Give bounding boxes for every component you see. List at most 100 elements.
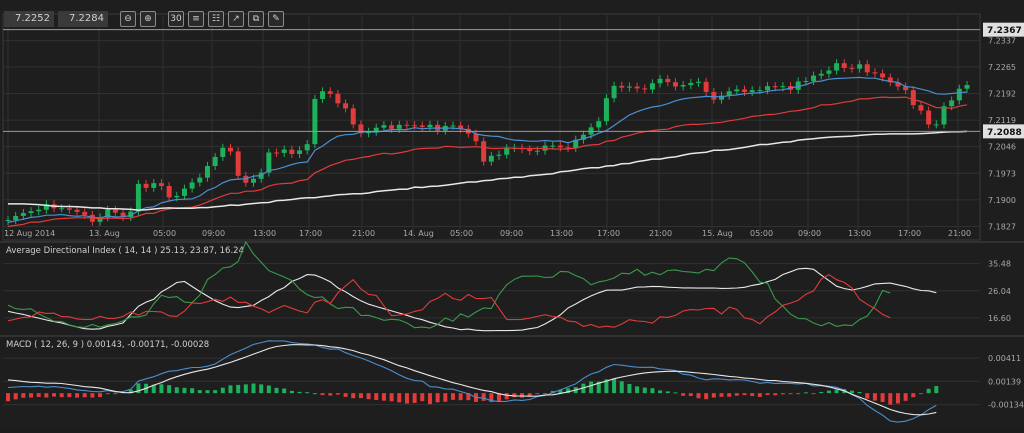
- macd-histogram-bar: [826, 390, 831, 394]
- candle-body: [235, 151, 241, 176]
- macd-histogram-bar: [535, 393, 540, 395]
- candle-body: [619, 85, 625, 88]
- candle-body: [189, 182, 195, 189]
- candle-body: [657, 78, 663, 84]
- x-tick-label: 13:00: [253, 229, 276, 238]
- candle-body: [550, 145, 556, 147]
- candle-body: [251, 178, 257, 183]
- macd-histogram-bar: [834, 389, 839, 394]
- y-tick-label: 35.48: [988, 260, 1011, 269]
- price-pane: [2, 13, 981, 241]
- y-tick-label: 7.2046: [988, 143, 1016, 152]
- candle-body: [366, 131, 372, 134]
- macd-histogram-bar: [105, 393, 110, 395]
- price-badge-label: 7.2367: [987, 26, 1022, 36]
- candle-body: [212, 156, 218, 167]
- x-tick-label: 05:00: [153, 229, 176, 238]
- pencil-icon[interactable]: ✎: [268, 11, 284, 27]
- macd-histogram-bar: [82, 393, 87, 398]
- macd-histogram-bar: [619, 381, 624, 394]
- x-tick-label: 21:00: [948, 229, 971, 238]
- macd-histogram-bar: [67, 393, 72, 398]
- macd-histogram-bar: [98, 393, 103, 398]
- macd-histogram-bar: [796, 393, 801, 395]
- macd-histogram-bar: [282, 388, 287, 394]
- x-tick-label: 15. Aug: [702, 229, 733, 238]
- x-tick-label: 13:00: [550, 229, 573, 238]
- candle-body: [151, 183, 157, 188]
- candle-body: [59, 208, 65, 210]
- candle-body: [887, 77, 893, 83]
- macd-histogram-bar: [903, 393, 908, 401]
- drawing-icon[interactable]: ↗: [228, 11, 244, 27]
- macd-histogram-bar: [381, 393, 386, 401]
- macd-histogram-bar: [489, 393, 494, 403]
- macd-histogram-bar: [404, 393, 409, 404]
- candle-body: [573, 139, 579, 149]
- candle-body: [358, 124, 364, 134]
- macd-histogram-bar: [466, 393, 471, 401]
- candle-body: [849, 67, 855, 69]
- candle-body: [158, 183, 164, 187]
- macd-histogram-bar: [197, 390, 202, 394]
- candle-body: [473, 133, 479, 142]
- candle-body: [166, 186, 172, 198]
- objects-icon[interactable]: ☷: [208, 11, 224, 27]
- candle-body: [772, 86, 778, 88]
- macd-histogram-bar: [167, 385, 172, 394]
- candle-body: [926, 110, 932, 125]
- macd-histogram-bar: [351, 393, 356, 399]
- zoom-in-icon[interactable]: ⊕: [140, 11, 156, 27]
- ask-price: 7.2284: [58, 11, 108, 27]
- macd-histogram-bar: [635, 386, 640, 394]
- macd-histogram-bar: [458, 393, 463, 401]
- indicators-icon[interactable]: ≡: [188, 11, 204, 27]
- macd-histogram-bar: [819, 391, 824, 394]
- macd-histogram-bar: [397, 393, 402, 403]
- candle-body: [174, 195, 180, 198]
- macd-histogram-bar: [865, 393, 870, 399]
- macd-histogram-bar: [895, 393, 900, 404]
- macd-histogram-bar: [481, 393, 486, 401]
- candle-body: [350, 108, 356, 125]
- candle-body: [504, 148, 510, 155]
- candle-body: [780, 86, 786, 88]
- x-tick-label: 13. Aug: [89, 229, 120, 238]
- candle-body: [28, 211, 34, 214]
- y-tick-label: 7.2192: [988, 89, 1016, 98]
- macd-line: [7, 340, 937, 423]
- candle-body: [450, 125, 456, 127]
- candle-body: [404, 124, 410, 126]
- candle-body: [872, 72, 878, 74]
- macd-histogram-bar: [75, 393, 80, 398]
- x-tick-label: 09:00: [202, 229, 225, 238]
- macd-histogram-bar: [44, 393, 49, 398]
- candle-body: [818, 73, 824, 76]
- candle-body: [642, 88, 648, 90]
- candle-body: [373, 127, 379, 132]
- candle-body: [496, 154, 502, 156]
- candle-body: [74, 209, 80, 212]
- price-badge: [983, 124, 1024, 139]
- macd-histogram-bar: [765, 393, 770, 395]
- candle-body: [427, 124, 433, 127]
- candle-body: [826, 70, 832, 74]
- macd-histogram-bar: [213, 390, 218, 394]
- plus-di-line: [7, 240, 891, 329]
- candle-body: [941, 106, 947, 125]
- candle-body: [711, 92, 717, 100]
- macd-histogram-bar: [113, 393, 118, 395]
- macd-histogram-bar: [734, 393, 739, 396]
- timeframe-button[interactable]: 30: [168, 11, 184, 27]
- candle-body: [565, 147, 571, 149]
- macd-histogram-bar: [650, 388, 655, 394]
- layers-icon[interactable]: ⧉: [248, 11, 264, 27]
- candle-body: [343, 103, 349, 109]
- macd-histogram-bar: [205, 390, 210, 394]
- macd-histogram-bar: [412, 393, 417, 403]
- candle-body: [481, 141, 487, 162]
- candle-body: [143, 183, 149, 188]
- macd-histogram-bar: [750, 393, 755, 397]
- candle-body: [304, 144, 310, 151]
- zoom-out-icon[interactable]: ⊖: [120, 11, 136, 27]
